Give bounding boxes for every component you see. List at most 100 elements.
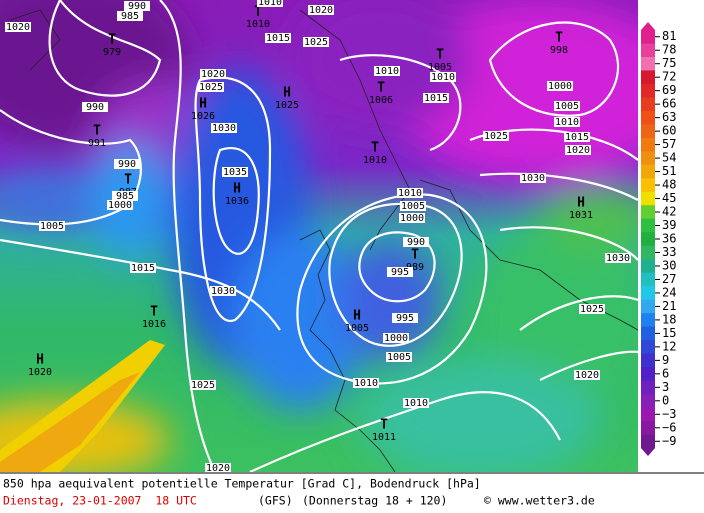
isobar-label: 1030: [521, 173, 545, 184]
colorbar-label: 57: [662, 137, 676, 151]
pressure-value: 998: [550, 45, 568, 56]
isobar-label-bg: [383, 333, 409, 343]
colorbar-label: 21: [662, 299, 676, 313]
pressure-value: 1011: [372, 432, 396, 443]
colorbar-swatch: [641, 299, 655, 314]
isobar-label-bg: [374, 66, 400, 76]
colorbar-label: 48: [662, 178, 676, 192]
colorbar-label: 3: [662, 380, 669, 394]
colorbar-label: 30: [662, 258, 676, 272]
colorbar-swatch: [641, 394, 655, 409]
colorbar-swatch: [641, 313, 655, 328]
isobar-label-bg: [82, 102, 108, 112]
pressure-symbol: T: [555, 31, 563, 46]
colorbar-swatch: [641, 367, 655, 382]
pressure-value: 991: [88, 138, 106, 149]
colorbar-swatch: [641, 380, 655, 395]
colorbar-swatch: [641, 178, 655, 193]
colorbar-swatch: [641, 340, 655, 355]
colorbar-label: 33: [662, 245, 676, 259]
colorbar-label: 39: [662, 218, 676, 232]
colorbar-label: 63: [662, 110, 676, 124]
isobar-label-bg: [399, 213, 425, 223]
pressure-symbol: H: [283, 86, 291, 101]
pressure-symbol: T: [254, 5, 262, 20]
pressure-value: 1016: [142, 319, 166, 330]
isobar-label-bg: [210, 286, 236, 296]
pressure-value: 1010: [246, 19, 270, 30]
isobar-label-bg: [39, 221, 65, 231]
colorbar-label: 51: [662, 164, 676, 178]
isobar-label-bg: [554, 117, 580, 127]
isobar-label-bg: [483, 131, 509, 141]
pressure-symbol: T: [411, 248, 419, 263]
isobar-label-bg: [107, 200, 133, 210]
isobar-label: 990: [118, 159, 136, 170]
colorbar-swatch: [641, 137, 655, 152]
isobar-label-bg: [205, 463, 231, 473]
isobar-label-bg: [397, 188, 423, 198]
isobar-label-bg: [430, 72, 456, 82]
colorbar-label: 18: [662, 312, 676, 326]
colorbar-label: 81: [662, 29, 676, 43]
colorbar-label: 75: [662, 56, 676, 70]
isobar-label: 985: [116, 191, 134, 202]
colorbar-label: 24: [662, 285, 676, 299]
pressure-symbol: T: [108, 33, 116, 48]
colorbar-label: 54: [662, 151, 676, 165]
colorbar-label: 60: [662, 124, 676, 138]
isobar-label-bg: [130, 263, 156, 273]
colorbar-swatch: [641, 97, 655, 112]
pressure-symbol: H: [36, 353, 44, 368]
isobar-label-bg: [211, 123, 237, 133]
colorbar-label: 15: [662, 326, 676, 340]
colorbar-swatch: [641, 232, 655, 247]
footer-forecast: (Donnerstag 18 + 120): [302, 494, 447, 508]
colorbar-cap: [641, 22, 655, 30]
pressure-value: 1006: [369, 95, 393, 106]
colorbar-label: 9: [662, 353, 669, 367]
pressure-value: 1005: [345, 323, 369, 334]
colorbar-swatch: [641, 164, 655, 179]
isobar-label-bg: [605, 253, 631, 263]
pressure-value: 1031: [569, 210, 593, 221]
footer-model: (GFS): [258, 494, 293, 508]
pressure-symbol: T: [150, 305, 158, 320]
isobar-label: 1025: [191, 380, 215, 391]
isobar-label-bg: [117, 11, 143, 21]
isobar-label: 1015: [266, 33, 290, 44]
isobar-label-bg: [579, 304, 605, 314]
colorbar-swatch: [641, 286, 655, 301]
pressure-value: 1010: [363, 155, 387, 166]
colorbar-swatch: [641, 421, 655, 436]
isobar-label-bg: [257, 0, 283, 7]
colorbar-swatch: [641, 70, 655, 85]
colorbar-swatch: [641, 353, 655, 368]
isobar-label: 1025: [484, 131, 508, 142]
isobar-label: 1000: [400, 213, 424, 224]
colorbar-label: 72: [662, 70, 676, 84]
isobar-label: 1010: [431, 72, 455, 83]
isobar-label-bg: [423, 93, 449, 103]
isobar-label: 1005: [401, 201, 425, 212]
isobar-label: 1010: [404, 398, 428, 409]
isobar-label: 1025: [580, 304, 604, 315]
pressure-symbol: H: [199, 97, 207, 112]
isobar-label-bg: [392, 313, 418, 323]
isobar-label-bg: [386, 352, 412, 362]
isobar-label: 1010: [354, 378, 378, 389]
isobar-label-bg: [112, 191, 138, 201]
colorbar-cap: [641, 448, 655, 456]
isobar-label-bg: [565, 145, 591, 155]
isobar-label-bg: [5, 22, 31, 32]
colorbar-swatch: [641, 83, 655, 98]
isobar-label-bg: [547, 81, 573, 91]
isobar-label: 1020: [575, 370, 599, 381]
isobar-label: 1005: [555, 101, 579, 112]
pressure-symbol: H: [353, 309, 361, 324]
pressure-symbol: T: [380, 418, 388, 433]
colorbar-label: 66: [662, 97, 676, 111]
isobar-label: 1010: [398, 188, 422, 199]
